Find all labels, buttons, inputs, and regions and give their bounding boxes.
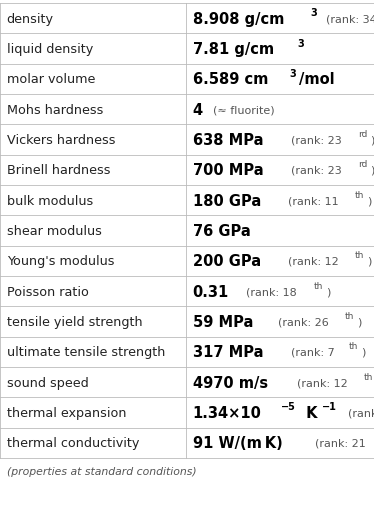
Text: (rank: 11: (rank: 11 [280,196,338,206]
Text: Brinell hardness: Brinell hardness [7,164,110,177]
Text: −5: −5 [282,402,296,412]
Text: density: density [7,13,54,25]
Text: K: K [301,405,317,420]
Text: (rank: 12: (rank: 12 [289,378,347,387]
Text: ): ) [370,165,374,176]
Text: thermal conductivity: thermal conductivity [7,437,139,449]
Text: ultimate tensile strength: ultimate tensile strength [7,346,165,359]
Text: ): ) [326,287,330,297]
Text: th: th [355,251,364,260]
Text: th: th [349,342,358,351]
Text: Vickers hardness: Vickers hardness [7,134,115,147]
Text: Poisson ratio: Poisson ratio [7,285,89,298]
Text: 76 GPa: 76 GPa [193,223,250,239]
Text: (rank: 23: (rank: 23 [283,135,341,145]
Text: 91 W/(m K): 91 W/(m K) [193,436,282,450]
Text: (rank: 23: (rank: 23 [341,408,374,418]
Text: liquid density: liquid density [7,43,93,56]
Text: Young's modulus: Young's modulus [7,255,114,268]
Text: th: th [355,190,364,199]
Text: ): ) [357,317,362,327]
Text: 180 GPa: 180 GPa [193,193,261,208]
Text: molar volume: molar volume [7,73,95,86]
Text: bulk modulus: bulk modulus [7,194,93,207]
Text: th: th [345,312,355,320]
Text: 200 GPa: 200 GPa [193,254,261,269]
Text: th: th [364,372,373,381]
Text: 4: 4 [193,102,203,118]
Text: (rank: 23: (rank: 23 [284,165,341,176]
Text: 7.81 g/cm: 7.81 g/cm [193,42,274,57]
Text: sound speed: sound speed [7,376,89,389]
Text: rd: rd [358,160,368,169]
Text: (properties at standard conditions): (properties at standard conditions) [7,466,196,476]
Text: ): ) [370,135,374,145]
Text: (rank: 21: (rank: 21 [309,438,366,448]
Text: th: th [314,281,323,290]
Text: −1: −1 [322,402,337,412]
Text: 700 MPa: 700 MPa [193,163,263,178]
Text: (rank: 12: (rank: 12 [280,257,338,266]
Text: 4970 m/s: 4970 m/s [193,375,268,390]
Text: 1.34×10: 1.34×10 [193,405,261,420]
Text: thermal expansion: thermal expansion [7,406,126,419]
Text: tensile yield strength: tensile yield strength [7,316,142,328]
Text: 317 MPa: 317 MPa [193,345,263,360]
Text: shear modulus: shear modulus [7,224,102,238]
Text: 0.31: 0.31 [193,284,229,299]
Text: 3: 3 [290,69,297,79]
Text: ): ) [361,347,365,357]
Text: (rank: 26: (rank: 26 [270,317,328,327]
Text: ): ) [367,196,371,206]
Text: rd: rd [358,130,368,139]
Text: ): ) [367,257,371,266]
Text: (≈ fluorite): (≈ fluorite) [206,105,274,115]
Text: Mohs hardness: Mohs hardness [7,103,103,117]
Text: 3: 3 [310,8,317,18]
Text: (rank: 7: (rank: 7 [283,347,334,357]
Text: 8.908 g/cm: 8.908 g/cm [193,12,284,26]
Text: 3: 3 [297,39,304,48]
Text: 638 MPa: 638 MPa [193,133,263,148]
Text: (rank: 34: (rank: 34 [319,14,374,24]
Text: /mol: /mol [298,72,334,87]
Text: (rank: 18: (rank: 18 [239,287,297,297]
Text: 59 MPa: 59 MPa [193,315,253,329]
Text: 6.589 cm: 6.589 cm [193,72,268,87]
